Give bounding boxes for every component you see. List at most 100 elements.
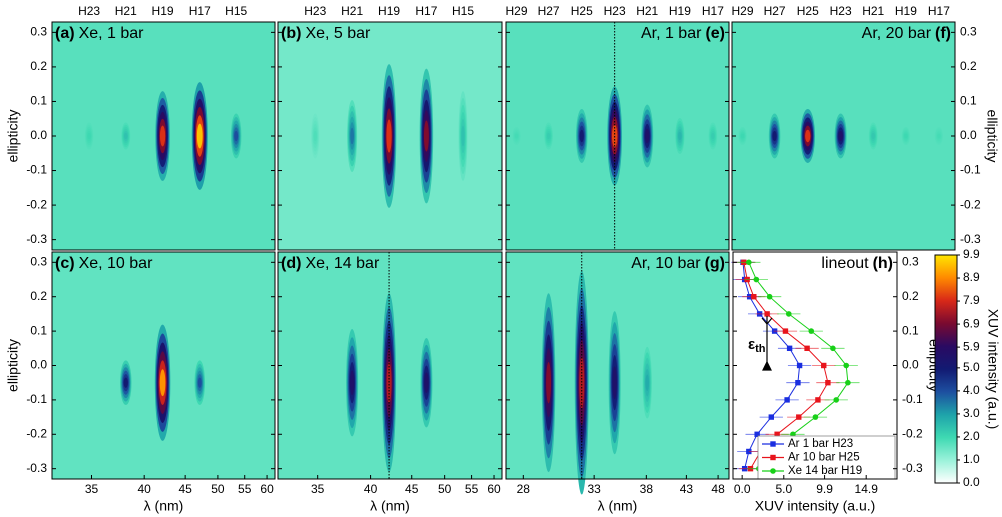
peak-contour	[123, 377, 128, 388]
x-tick-label: 40	[137, 482, 151, 496]
x-tick-label: 40	[364, 482, 378, 496]
peak-contour	[678, 131, 682, 141]
harmonic-label: H27	[764, 4, 786, 18]
data-point	[768, 414, 774, 420]
peak-contour	[871, 132, 875, 140]
harmonic-label: H21	[862, 4, 884, 18]
x-tick-label: 45	[405, 482, 419, 496]
x-axis-title: λ (nm)	[370, 498, 410, 514]
peak-contour	[350, 127, 354, 145]
panel-label: (a)	[55, 25, 75, 42]
harmonic-peak	[641, 104, 654, 168]
legend-label: Ar 1 bar H23	[788, 438, 853, 450]
harmonic-peak	[346, 329, 359, 437]
harmonic-label: H19	[152, 4, 174, 18]
colorbar-tick-label: 0.0	[963, 475, 980, 489]
harmonic-label: H21	[115, 4, 137, 18]
panel-name: Ar, 1 bar	[641, 25, 702, 42]
data-point	[833, 397, 840, 403]
legend-marker	[770, 468, 776, 474]
data-point	[746, 259, 752, 266]
arrow-head	[762, 360, 772, 371]
y-axis-title: ellipticity	[5, 110, 21, 163]
peak-contour	[386, 362, 392, 404]
y-tick-label: 0.1	[30, 94, 47, 108]
peak-contour	[514, 133, 519, 139]
x-tick-label: 60	[260, 482, 274, 496]
legend-label: Xe 14 bar H19	[788, 465, 862, 477]
y-tick-label: 0.3	[30, 25, 47, 39]
peak-contour	[546, 132, 551, 140]
x-tick-label: 28	[517, 482, 531, 496]
y-axis-title: ellipticity	[984, 110, 1000, 163]
data-point	[808, 328, 815, 334]
y-tick-label: 0.1	[902, 323, 919, 337]
harmonic-peak	[382, 293, 397, 473]
x-tick-label: 50	[211, 482, 225, 496]
panel-name: Xe, 10 bar	[79, 255, 154, 272]
y-tick-label: 0.0	[902, 358, 919, 372]
data-point	[812, 414, 819, 420]
colorbar-tick-label: 7.9	[963, 293, 980, 307]
harmonic-peak	[800, 109, 816, 163]
harmonic-peak	[901, 127, 911, 145]
data-point	[774, 431, 780, 437]
peak-contour	[740, 133, 745, 139]
data-point	[845, 379, 851, 386]
harmonic-peak	[458, 91, 468, 181]
x-tick-label: 35	[85, 482, 99, 496]
y-tick-label: -0.1	[26, 163, 47, 177]
colorbar-title: XUV intensity (a.u.)	[985, 309, 1001, 430]
harmonic-label: H23	[78, 4, 100, 18]
y-tick-label: -0.1	[902, 392, 923, 406]
y-tick-label: -0.2	[902, 426, 923, 440]
harmonic-peak	[121, 122, 131, 150]
harmonic-label: H17	[928, 4, 950, 18]
panel-title: (a) Xe, 1 bar	[55, 25, 144, 42]
data-point	[825, 379, 831, 386]
y-tick-label: -0.2	[26, 426, 47, 440]
data-point	[782, 328, 789, 334]
harmonic-label: H23	[830, 4, 852, 18]
colorbar-tick-label: 6.9	[963, 316, 980, 330]
data-point	[754, 431, 760, 437]
x-axis-title: XUV intensity (a.u.)	[755, 498, 876, 514]
harmonic-peak	[675, 118, 685, 154]
y-tick-label: 0.0	[30, 358, 47, 372]
data-point	[785, 311, 792, 317]
colorbar-tick-label: 1.0	[963, 452, 980, 466]
harmonic-label: H15	[452, 4, 474, 18]
harmonic-peak	[574, 270, 589, 495]
x-tick-label: 55	[238, 482, 252, 496]
panel-title: Ar, 1 bar (e)	[641, 25, 725, 42]
y-tick-label: 0.2	[30, 289, 47, 303]
panel-name: lineout	[821, 255, 869, 272]
harmonic-label: H29	[506, 4, 528, 18]
peak-contour	[159, 369, 166, 397]
harmonic-label: H21	[636, 4, 658, 18]
colorbar-tick-label: 4.0	[963, 383, 980, 397]
harmonic-label: H19	[895, 4, 917, 18]
legend-marker	[770, 441, 776, 447]
peak-contour	[423, 120, 429, 152]
harmonic-peak	[512, 127, 521, 145]
x-tick-label: 14.9	[855, 482, 879, 496]
peak-contour	[234, 130, 239, 142]
harmonic-peak	[768, 113, 781, 159]
colorbar-tick-label: 5.0	[963, 360, 980, 374]
peak-contour	[904, 133, 908, 139]
colorbar-tick-label: 2.0	[963, 429, 980, 443]
peak-contour	[838, 130, 843, 142]
harmonic-label: H21	[341, 4, 363, 18]
y-tick-label: 0.3	[30, 254, 47, 268]
peak-contour	[124, 132, 128, 140]
peak-contour	[711, 132, 715, 140]
x-tick-label: 48	[711, 482, 725, 496]
harmonic-peak	[544, 122, 553, 150]
panel-title: lineout (h)	[821, 255, 893, 272]
harmonic-peak	[120, 360, 132, 406]
data-point	[843, 362, 850, 369]
harmonic-label: H17	[415, 4, 437, 18]
peak-contour	[424, 372, 429, 394]
